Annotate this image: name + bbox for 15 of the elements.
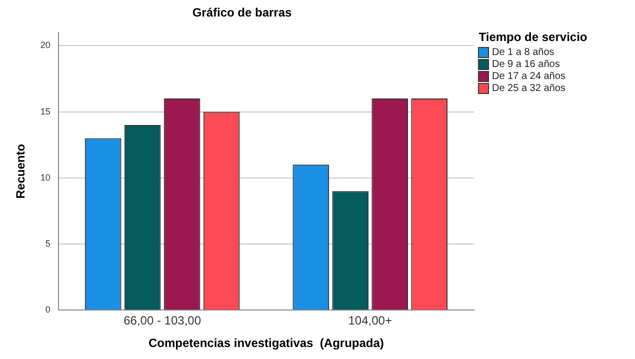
y-axis-title: Recuento <box>14 144 28 199</box>
legend-label: De 25 a 32 años <box>492 83 566 94</box>
chart-title: Gráfico de barras <box>192 6 292 20</box>
y-tick-label: 10 <box>40 172 50 182</box>
x-tick-label: 66,00 - 103,00 <box>124 314 202 328</box>
legend-label: De 9 a 16 años <box>492 59 560 70</box>
y-tick-label: 0 <box>45 304 50 315</box>
y-tick-label: 20 <box>40 40 50 50</box>
legend-title: Tiempo de servicio <box>478 30 588 44</box>
legend-label: De 1 a 8 años <box>492 47 554 58</box>
y-tick-label: 5 <box>45 238 50 249</box>
x-tick-label: 104,00+ <box>348 314 392 328</box>
legend-label: De 17 a 24 años <box>492 71 566 82</box>
y-tick-label: 15 <box>40 106 50 116</box>
x-axis-title: Competencias investigativas (Agrupada) <box>148 336 384 350</box>
